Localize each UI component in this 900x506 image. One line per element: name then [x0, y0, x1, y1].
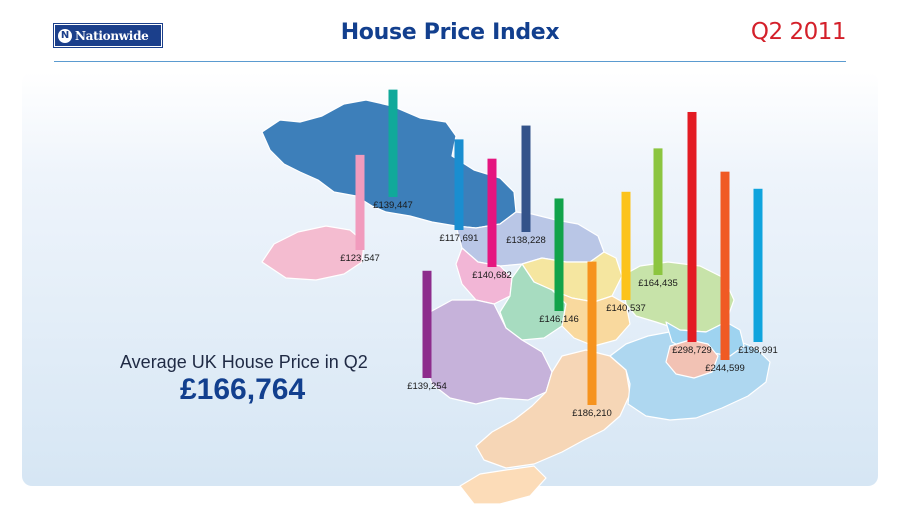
price-label: £198,991 [738, 345, 778, 356]
price-label: £164,435 [638, 278, 678, 289]
price-label: £244,599 [705, 363, 745, 374]
price-label: £186,210 [572, 408, 612, 419]
price-bar [687, 111, 697, 342]
region-south-west-tail [459, 465, 547, 505]
average-price-value: £166,764 [180, 373, 306, 406]
price-label: £298,729 [672, 345, 712, 356]
price-label: £138,228 [506, 235, 546, 246]
period-label: Q2 2011 [750, 19, 847, 45]
header: N Nationwide House Price Index Q2 2011 [0, 0, 900, 64]
price-label: £139,447 [373, 200, 413, 211]
price-label: £146,146 [539, 314, 579, 325]
price-bar [487, 158, 497, 267]
price-bar [653, 148, 663, 275]
average-price-label: Average UK House Price in Q2 [120, 352, 368, 372]
nationwide-logo-icon: N [58, 28, 72, 43]
price-label: £123,547 [340, 253, 380, 264]
price-label: £140,682 [472, 270, 512, 281]
price-bar [521, 125, 531, 232]
price-bar [388, 89, 398, 197]
price-bar [554, 198, 564, 311]
price-label: £140,537 [606, 303, 646, 314]
region-east-anglia [621, 261, 735, 333]
price-label: £139,254 [407, 381, 447, 392]
price-labels: £123,547 £139,447 £117,691 £140,682 £138,228… [340, 200, 778, 419]
page-title: House Price Index [340, 20, 560, 45]
price-bar [355, 154, 365, 250]
price-bar [621, 191, 631, 300]
header-divider [54, 61, 846, 62]
price-bar [720, 171, 730, 360]
price-bars [355, 89, 763, 405]
price-label: £117,691 [440, 233, 479, 244]
brand-name: Nationwide [75, 28, 149, 43]
price-bar [422, 270, 432, 378]
nationwide-logo: N Nationwide [53, 23, 163, 48]
price-bar [587, 261, 597, 405]
price-bar [753, 188, 763, 342]
price-bar [454, 139, 464, 230]
